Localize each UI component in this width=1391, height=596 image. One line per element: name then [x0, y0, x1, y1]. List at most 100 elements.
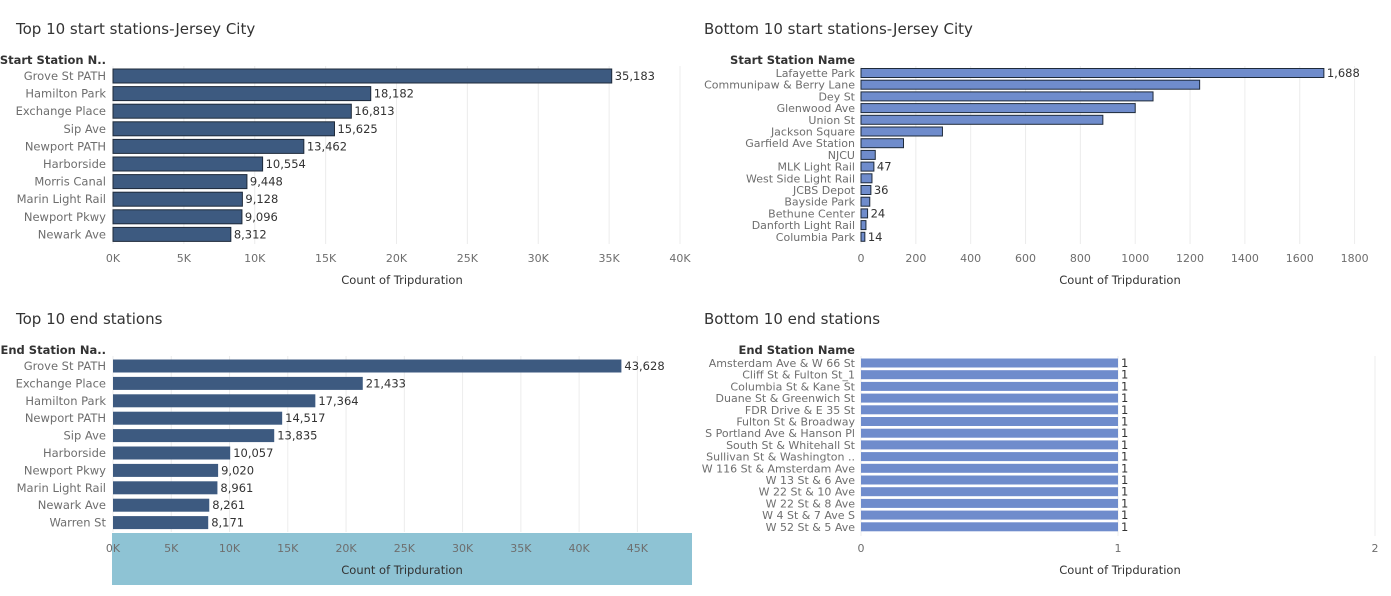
data-label: 1	[1121, 438, 1128, 452]
chart-title: Top 10 start stations-Jersey City	[16, 20, 256, 38]
category-label: W 116 St & Amsterdam Ave	[702, 462, 855, 475]
data-label: 16,813	[354, 104, 394, 118]
category-label: MLK Light Rail	[777, 161, 855, 174]
bar	[861, 370, 1118, 380]
data-label: 1	[1121, 520, 1128, 534]
bar	[860, 68, 1325, 78]
category-header: Start Station Name	[730, 53, 855, 67]
axis-highlight	[112, 533, 692, 585]
bar	[113, 411, 283, 425]
category-label: Jackson Square	[770, 126, 855, 139]
tick-label: 45K	[627, 542, 649, 555]
category-label: Sip Ave	[63, 122, 106, 136]
bar	[861, 393, 1118, 403]
category-header: End Station Na..	[1, 343, 106, 357]
category-label: Sullivan St & Washington ..	[706, 451, 855, 464]
tick-label: 15K	[277, 542, 299, 555]
data-label: 1	[1121, 473, 1128, 487]
category-label: Exchange Place	[16, 104, 106, 118]
tick-label: 30K	[452, 542, 474, 555]
tick-label: 35K	[599, 252, 621, 265]
category-label: Grove St PATH	[24, 69, 106, 83]
bar	[112, 209, 243, 225]
category-label: Exchange Place	[16, 376, 106, 390]
bar	[861, 475, 1118, 485]
x-axis-label: Count of Tripduration	[341, 273, 463, 287]
data-label: 1	[1121, 403, 1128, 417]
category-label: Columbia Park	[776, 231, 856, 244]
bar	[860, 79, 1201, 90]
bar	[860, 231, 866, 242]
x-axis-label: Count of Tripduration	[1059, 273, 1181, 287]
tick-label: 2	[1372, 542, 1379, 555]
bar	[860, 161, 875, 172]
data-label: 8,261	[212, 498, 245, 512]
tick-label: 1000	[1121, 252, 1149, 265]
tick-label: 30K	[528, 252, 550, 265]
category-label: Lafayette Park	[776, 67, 856, 80]
category-header: End Station Name	[738, 343, 855, 357]
chart-title: Bottom 10 end stations	[704, 310, 881, 328]
bar	[861, 463, 1118, 473]
data-label: 47	[877, 160, 892, 174]
bar	[112, 226, 232, 242]
bar	[860, 114, 1104, 125]
bar	[861, 510, 1118, 520]
bar	[861, 440, 1118, 450]
data-label: 1	[1121, 368, 1128, 382]
data-label: 9,128	[245, 192, 278, 206]
data-label: 24	[871, 206, 886, 220]
bar	[861, 417, 1118, 426]
category-label: Newark Ave	[38, 227, 106, 241]
data-label: 10,057	[233, 446, 273, 460]
category-label: Dey St	[818, 90, 855, 103]
tick-label: 20K	[335, 542, 357, 555]
tick-label: 1400	[1231, 252, 1259, 265]
data-label: 1	[1121, 391, 1128, 405]
tick-label: 40K	[569, 542, 591, 555]
data-label: 14,517	[285, 411, 325, 425]
data-label: 1	[1121, 356, 1128, 370]
data-label: 1	[1121, 426, 1128, 440]
data-label: 1	[1121, 496, 1128, 510]
bar	[113, 394, 316, 408]
bar	[860, 220, 867, 231]
category-label: Newport Pkwy	[24, 210, 106, 224]
data-label: 8,171	[211, 516, 244, 530]
bar	[861, 428, 1118, 438]
category-label: W 52 St & 5 Ave	[766, 521, 856, 534]
tick-label: 40K	[669, 252, 691, 265]
category-label: Bayside Park	[784, 196, 855, 209]
bar	[860, 149, 876, 160]
category-label: Fulton St & Broadway	[736, 416, 855, 429]
tick-label: 5K	[164, 542, 179, 555]
data-label: 17,364	[318, 394, 358, 408]
category-label: FDR Drive & E 35 St	[745, 404, 856, 417]
category-label: Newark Ave	[38, 498, 106, 512]
data-label: 21,433	[366, 376, 406, 390]
category-header: Start Station N..	[0, 53, 106, 67]
bar	[861, 452, 1118, 462]
category-label: Newport PATH	[25, 411, 106, 425]
tick-label: 15K	[315, 252, 337, 265]
bar	[113, 463, 219, 477]
category-label: Cliff St & Fulton St_1	[742, 369, 855, 382]
category-label: Marin Light Rail	[17, 481, 106, 495]
category-label: Morris Canal	[34, 175, 106, 189]
tick-label: 1200	[1176, 252, 1204, 265]
data-label: 9,448	[250, 175, 283, 189]
x-axis-label: Count of Tripduration	[341, 563, 463, 577]
tick-label: 10K	[219, 542, 241, 555]
tick-label: 1800	[1341, 252, 1369, 265]
bar	[112, 191, 243, 207]
category-label: W 4 St & 7 Ave S	[762, 509, 855, 522]
tick-label: 0	[858, 542, 865, 555]
category-label: Harborside	[43, 157, 106, 171]
data-label: 1	[1121, 485, 1128, 499]
tick-label: 25K	[457, 252, 479, 265]
tick-label: 10K	[244, 252, 266, 265]
bar	[113, 359, 622, 373]
tick-label: 0	[858, 252, 865, 265]
data-label: 36	[874, 183, 889, 197]
